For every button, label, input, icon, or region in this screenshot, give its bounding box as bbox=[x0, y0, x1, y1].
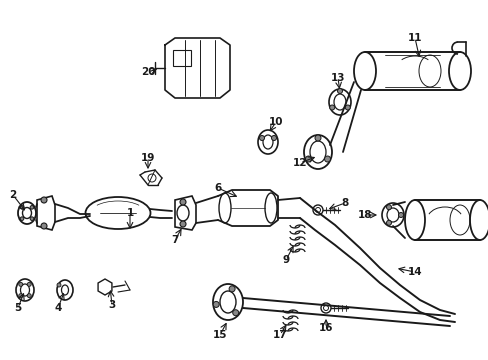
Text: 5: 5 bbox=[14, 303, 21, 313]
Text: 1: 1 bbox=[126, 208, 133, 218]
Circle shape bbox=[386, 205, 391, 210]
Circle shape bbox=[27, 294, 31, 298]
Text: 16: 16 bbox=[318, 323, 332, 333]
Text: 8: 8 bbox=[341, 198, 348, 208]
Circle shape bbox=[57, 283, 61, 287]
Text: 15: 15 bbox=[212, 330, 227, 340]
Circle shape bbox=[180, 199, 185, 205]
Circle shape bbox=[20, 217, 24, 220]
Text: 2: 2 bbox=[9, 190, 17, 200]
Circle shape bbox=[41, 197, 47, 203]
Text: 10: 10 bbox=[268, 117, 283, 127]
Circle shape bbox=[232, 310, 238, 316]
Text: 18: 18 bbox=[357, 210, 371, 220]
Circle shape bbox=[386, 220, 391, 225]
Text: 7: 7 bbox=[171, 235, 178, 245]
Circle shape bbox=[329, 105, 334, 110]
Circle shape bbox=[41, 223, 47, 229]
Circle shape bbox=[30, 217, 34, 220]
Circle shape bbox=[180, 221, 185, 227]
Text: 19: 19 bbox=[141, 153, 155, 163]
Bar bbox=[173, 50, 191, 66]
Text: 6: 6 bbox=[214, 183, 221, 193]
Text: 4: 4 bbox=[54, 303, 61, 313]
Circle shape bbox=[213, 301, 219, 307]
Text: 3: 3 bbox=[108, 300, 115, 310]
Circle shape bbox=[398, 212, 403, 217]
Circle shape bbox=[305, 156, 311, 162]
Circle shape bbox=[337, 89, 342, 94]
Text: 14: 14 bbox=[407, 267, 422, 277]
Text: 20: 20 bbox=[141, 67, 155, 77]
Circle shape bbox=[30, 206, 34, 209]
Text: 9: 9 bbox=[282, 255, 289, 265]
Text: 11: 11 bbox=[407, 33, 421, 43]
Circle shape bbox=[20, 206, 24, 209]
Circle shape bbox=[27, 282, 31, 286]
Circle shape bbox=[19, 282, 23, 286]
Text: 12: 12 bbox=[292, 158, 306, 168]
Text: 17: 17 bbox=[272, 330, 287, 340]
Circle shape bbox=[259, 135, 264, 140]
Circle shape bbox=[324, 156, 330, 162]
Circle shape bbox=[19, 294, 23, 298]
Circle shape bbox=[271, 135, 276, 140]
Circle shape bbox=[345, 105, 349, 110]
Text: 13: 13 bbox=[330, 73, 345, 83]
Circle shape bbox=[229, 286, 235, 292]
Circle shape bbox=[314, 135, 320, 141]
